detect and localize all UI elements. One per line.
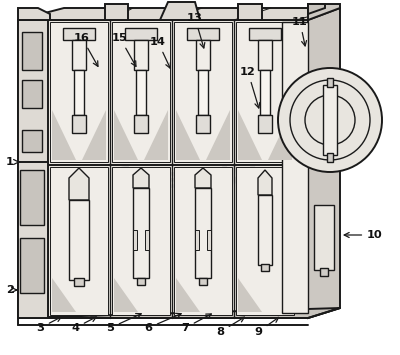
Bar (327, 153, 333, 162)
Bar (63, 28, 95, 40)
Text: 5: 5 (106, 313, 141, 333)
Polygon shape (308, 4, 340, 20)
Bar (174, 22, 232, 162)
Polygon shape (18, 20, 308, 318)
Bar (69, 200, 89, 280)
Bar (187, 28, 219, 40)
Polygon shape (18, 20, 48, 318)
Polygon shape (114, 110, 138, 160)
Polygon shape (160, 2, 200, 20)
Bar (22, 130, 42, 152)
Bar (196, 115, 210, 133)
Bar (327, 78, 333, 87)
Text: 15: 15 (112, 33, 136, 66)
Bar (50, 22, 108, 162)
Bar (195, 188, 211, 278)
Polygon shape (18, 8, 340, 20)
Text: 10: 10 (344, 230, 383, 240)
Bar (249, 28, 281, 40)
Polygon shape (18, 162, 48, 318)
Bar (20, 238, 44, 293)
Bar (134, 115, 148, 133)
Polygon shape (195, 168, 211, 188)
Text: 13: 13 (187, 13, 205, 48)
Polygon shape (105, 4, 128, 20)
Bar (320, 268, 328, 276)
Bar (136, 70, 146, 115)
Bar (72, 115, 86, 133)
Circle shape (278, 68, 382, 172)
Text: 14: 14 (150, 37, 170, 68)
Bar (74, 70, 84, 115)
Bar (112, 22, 170, 162)
Bar (50, 167, 108, 315)
Polygon shape (195, 230, 199, 250)
Bar (134, 40, 148, 70)
Polygon shape (268, 110, 292, 160)
Polygon shape (144, 110, 168, 160)
Polygon shape (258, 170, 272, 195)
Polygon shape (176, 278, 200, 312)
Bar (323, 85, 337, 155)
Text: 8: 8 (216, 317, 244, 337)
Text: 16: 16 (74, 33, 98, 66)
Bar (258, 195, 272, 265)
Polygon shape (238, 110, 262, 160)
Bar (22, 80, 42, 108)
Polygon shape (308, 8, 340, 318)
Bar (22, 32, 42, 70)
Bar (74, 278, 84, 286)
Polygon shape (18, 308, 340, 318)
Polygon shape (69, 168, 89, 200)
Text: 3: 3 (36, 317, 61, 333)
Bar (258, 40, 272, 70)
Bar (236, 167, 294, 315)
Bar (261, 264, 269, 271)
Text: 6: 6 (144, 313, 181, 333)
Text: 12: 12 (240, 67, 260, 108)
Text: 2: 2 (6, 285, 17, 295)
Polygon shape (238, 4, 262, 20)
Bar (133, 188, 149, 278)
Bar (72, 40, 86, 70)
Bar (314, 205, 334, 270)
Polygon shape (145, 230, 149, 250)
Bar (137, 278, 145, 285)
Polygon shape (133, 230, 137, 250)
Bar (125, 28, 157, 40)
Polygon shape (207, 230, 211, 250)
Polygon shape (52, 110, 76, 160)
Text: 9: 9 (254, 317, 278, 337)
Bar (112, 167, 170, 315)
Bar (198, 70, 208, 115)
Polygon shape (114, 278, 138, 312)
Bar (196, 40, 210, 70)
Text: 4: 4 (71, 317, 96, 333)
Polygon shape (82, 110, 106, 160)
Polygon shape (18, 8, 50, 20)
Bar (236, 22, 294, 162)
Text: fuse-wiki: fuse-wiki (114, 166, 256, 194)
Text: 1: 1 (6, 157, 20, 167)
Text: 11: 11 (292, 17, 308, 46)
Polygon shape (206, 110, 230, 160)
Text: 7: 7 (181, 314, 211, 333)
Polygon shape (238, 278, 262, 312)
Polygon shape (133, 168, 149, 188)
Bar (258, 115, 272, 133)
Polygon shape (52, 278, 76, 312)
Polygon shape (308, 4, 325, 14)
Bar (199, 278, 207, 285)
Bar (260, 70, 270, 115)
Polygon shape (176, 110, 200, 160)
Bar (174, 167, 232, 315)
Bar (282, 22, 308, 313)
Bar (20, 170, 44, 225)
